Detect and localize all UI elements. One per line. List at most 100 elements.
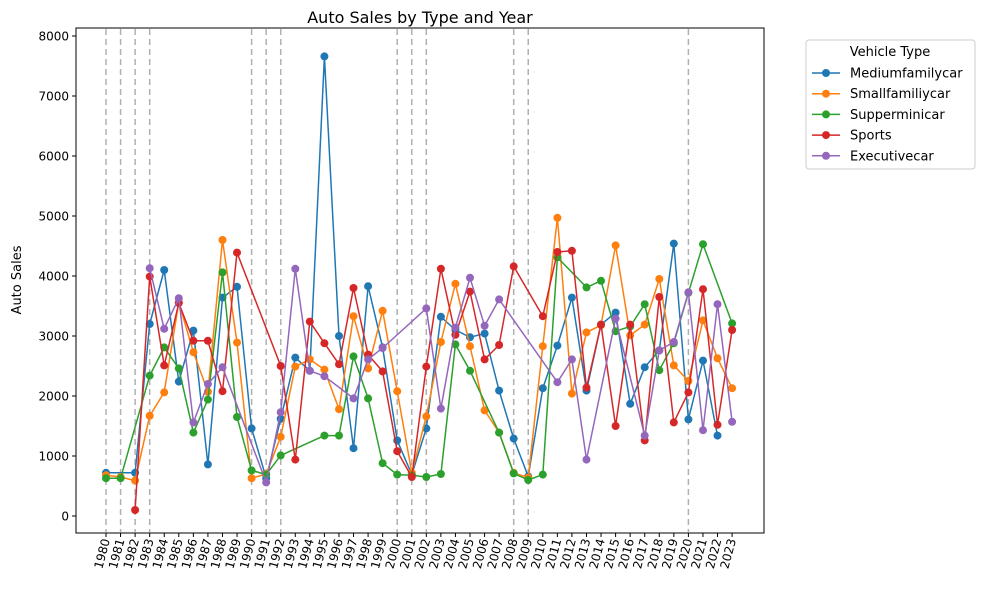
data-point — [320, 372, 329, 381]
data-point — [728, 384, 737, 393]
series-line — [105, 217, 733, 482]
legend-item: Smallfamiliycar — [812, 87, 951, 102]
data-point — [393, 387, 402, 396]
y-tick-label: 3000 — [38, 330, 69, 344]
data-point — [582, 283, 591, 292]
data-point — [436, 404, 445, 413]
data-point — [349, 352, 358, 361]
y-tick-label: 7000 — [38, 90, 69, 104]
data-point — [669, 338, 678, 346]
data-point — [699, 240, 707, 249]
data-point — [276, 362, 285, 370]
legend-item: Mediumfamilycar — [812, 67, 963, 82]
legend: Vehicle Type Mediumfamilycar Smallfamiliy… — [805, 39, 976, 170]
data-point — [116, 474, 125, 483]
data-point — [305, 366, 314, 375]
data-point — [466, 273, 474, 282]
data-point — [567, 293, 576, 302]
data-point — [699, 426, 707, 435]
data-point — [407, 473, 416, 481]
data-point — [538, 384, 547, 393]
legend-marker — [822, 69, 830, 77]
data-point — [699, 285, 707, 294]
data-point — [218, 236, 227, 244]
data-point — [713, 300, 722, 309]
series-smallfamiliycar — [102, 213, 737, 485]
data-point — [699, 356, 707, 365]
data-point — [626, 320, 635, 329]
legend-marker — [822, 131, 830, 140]
plot-frame — [75, 27, 765, 534]
data-point — [582, 328, 591, 337]
data-point — [349, 312, 358, 321]
legend-label: Mediumfamilycar — [850, 67, 963, 82]
recession-lines — [105, 29, 690, 532]
data-point — [174, 294, 183, 303]
legend-item: Supperminicar — [812, 108, 945, 123]
data-point — [189, 428, 198, 437]
data-point — [160, 361, 169, 370]
data-point — [538, 342, 547, 351]
legend-marker — [822, 110, 830, 119]
data-point — [509, 262, 518, 271]
data-point — [131, 476, 140, 485]
data-point — [626, 399, 635, 408]
data-point — [305, 317, 314, 326]
data-point — [276, 451, 285, 460]
data-point — [524, 476, 533, 484]
data-point — [145, 411, 154, 420]
data-point — [320, 365, 329, 374]
data-point — [349, 284, 358, 292]
data-point — [320, 431, 329, 440]
data-point — [335, 360, 343, 369]
data-point — [393, 447, 402, 456]
data-point — [233, 338, 241, 347]
data-point — [495, 295, 504, 304]
data-point — [189, 336, 198, 345]
data-point — [538, 470, 547, 479]
legend-label: Executivecar — [850, 149, 934, 164]
data-point — [203, 395, 212, 404]
data-point — [699, 316, 707, 325]
data-point — [422, 412, 431, 421]
data-point — [247, 424, 256, 433]
data-point — [582, 455, 591, 464]
data-point — [262, 478, 271, 487]
data-point — [466, 342, 474, 351]
data-point — [728, 326, 737, 334]
data-point — [218, 268, 227, 277]
data-point — [509, 434, 518, 443]
data-point — [305, 355, 314, 364]
data-point — [291, 362, 300, 371]
data-point — [276, 408, 285, 417]
legend-marker — [822, 151, 830, 160]
data-point — [713, 420, 722, 429]
data-point — [364, 282, 373, 291]
y-axis: 0 1000 2000 3000 4000 5000 6000 7000 8000 — [38, 30, 76, 524]
data-point — [655, 366, 664, 375]
data-point — [451, 323, 460, 332]
data-point — [233, 248, 241, 257]
data-point — [640, 363, 649, 372]
data-point — [393, 470, 402, 479]
data-point — [611, 422, 620, 430]
data-point — [131, 506, 140, 514]
data-point — [640, 300, 649, 309]
data-point — [364, 394, 373, 403]
data-point — [480, 321, 489, 330]
data-point — [597, 276, 605, 285]
y-axis-label: Auto Sales — [10, 245, 25, 314]
data-point — [174, 364, 183, 373]
data-point — [247, 474, 256, 483]
series-executivecar — [145, 264, 737, 487]
data-point — [495, 428, 504, 437]
legend-frame — [805, 39, 976, 170]
data-point — [335, 332, 343, 340]
series-supperminicar — [102, 240, 737, 484]
data-point — [335, 405, 343, 414]
data-point — [378, 306, 387, 315]
data-point — [436, 338, 445, 346]
data-point — [189, 326, 198, 335]
data-point — [203, 460, 212, 469]
data-point — [480, 355, 489, 364]
